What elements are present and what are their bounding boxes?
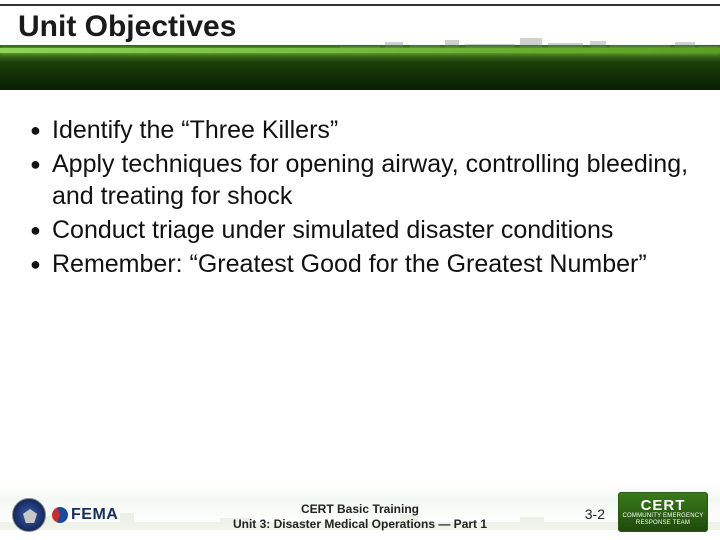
list-item: Identify the “Three Killers” bbox=[30, 114, 690, 146]
footer-area: FEMA CERT Basic Training Unit 3: Disaste… bbox=[0, 482, 720, 540]
footer-text: CERT Basic Training Unit 3: Disaster Med… bbox=[233, 502, 487, 532]
cert-label: CERT bbox=[641, 498, 686, 513]
list-item: Conduct triage under simulated disaster … bbox=[30, 214, 690, 246]
page-number: 3-2 bbox=[585, 506, 605, 522]
fema-label: FEMA bbox=[71, 506, 118, 524]
page-title: Unit Objectives bbox=[18, 10, 236, 44]
fema-logo: FEMA bbox=[52, 506, 118, 524]
dhs-seal-icon bbox=[12, 498, 46, 532]
accent-line bbox=[0, 48, 720, 53]
objectives-list: Identify the “Three Killers” Apply techn… bbox=[30, 114, 690, 280]
fema-swoosh-icon bbox=[52, 507, 68, 523]
footer-logos-left: FEMA bbox=[12, 498, 118, 532]
list-item: Remember: “Greatest Good for the Greates… bbox=[30, 248, 690, 280]
header-band: Unit Objectives bbox=[0, 0, 720, 90]
list-item: Apply techniques for opening airway, con… bbox=[30, 148, 690, 212]
content-area: Identify the “Three Killers” Apply techn… bbox=[0, 90, 720, 280]
cert-sublabel: COMMUNITY EMERGENCY RESPONSE TEAM bbox=[619, 513, 707, 526]
header-topline bbox=[0, 4, 720, 6]
footer-line1: CERT Basic Training bbox=[233, 502, 487, 517]
footer-line2: Unit 3: Disaster Medical Operations — Pa… bbox=[233, 517, 487, 532]
cert-logo: CERT COMMUNITY EMERGENCY RESPONSE TEAM bbox=[618, 492, 708, 532]
